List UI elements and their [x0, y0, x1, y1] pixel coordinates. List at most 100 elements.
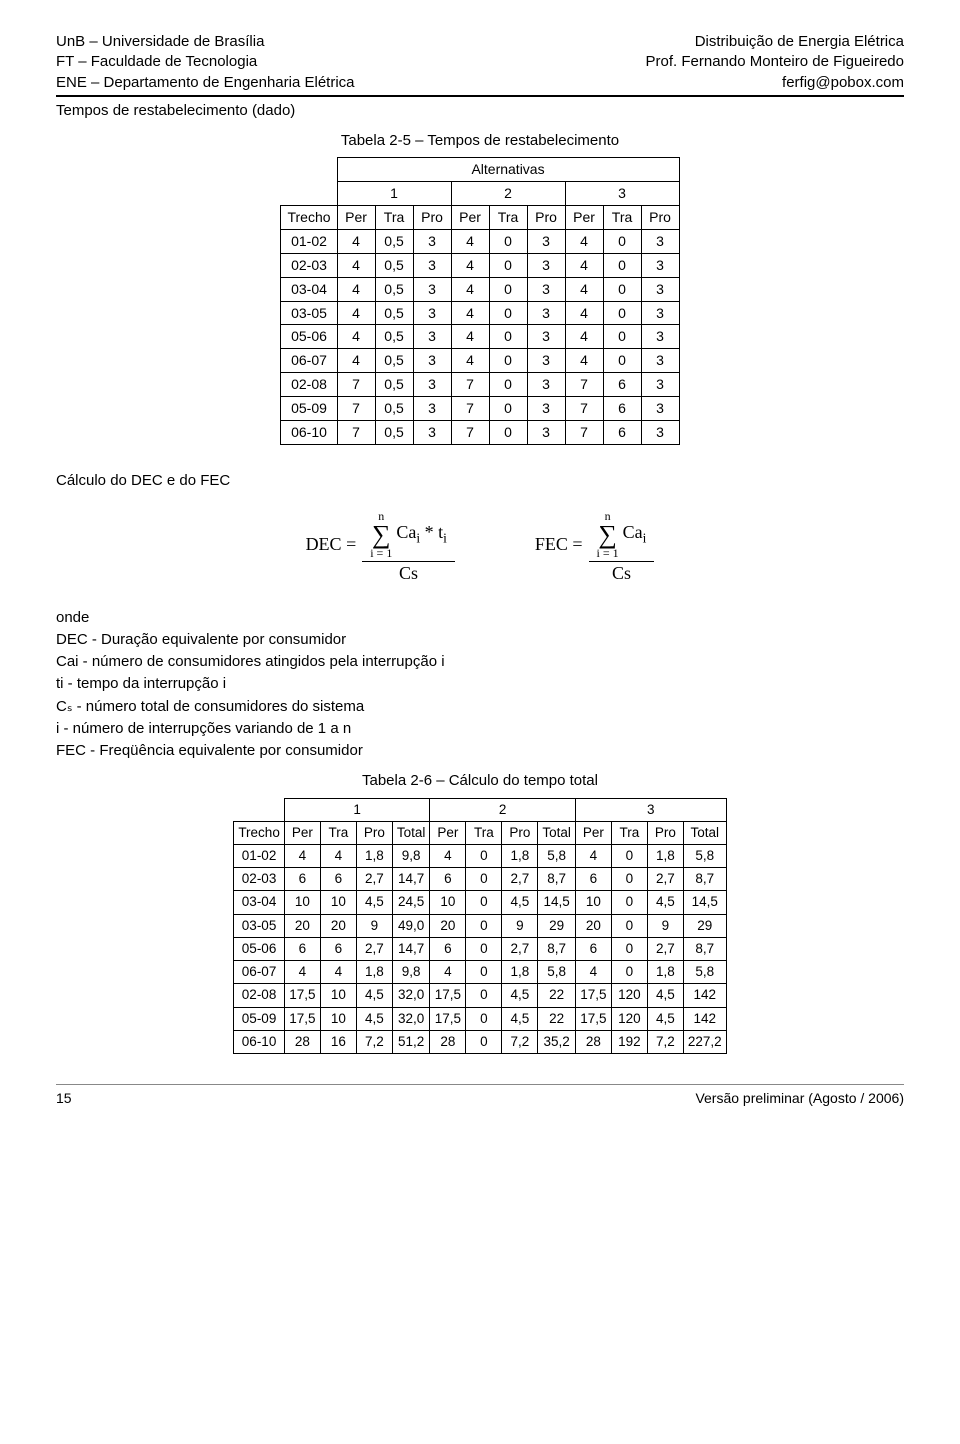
cell: 0,5	[375, 277, 413, 301]
cell: 29	[538, 914, 576, 937]
cell: 0,5	[375, 397, 413, 421]
cell: 02-08	[234, 984, 285, 1007]
cell: 2,7	[502, 868, 538, 891]
cell: 0	[603, 277, 641, 301]
cell: 4	[337, 277, 375, 301]
cell: 1,8	[502, 845, 538, 868]
cell: 29	[683, 914, 726, 937]
cell: 0	[489, 325, 527, 349]
table-row: 1 2 3	[281, 182, 679, 206]
page-footer: 15 Versão preliminar (Agosto / 2006)	[56, 1084, 904, 1108]
cell: 5,8	[683, 845, 726, 868]
cell: 4	[430, 961, 466, 984]
cell: 142	[683, 984, 726, 1007]
table-row: 05-0640,53403403	[281, 325, 679, 349]
col-header: Pro	[527, 206, 565, 230]
cell: 6	[284, 937, 320, 960]
header-left-line: UnB – Universidade de Brasília	[56, 32, 355, 52]
table-row: Alternativas	[281, 158, 679, 182]
cell: 28	[430, 1030, 466, 1053]
cell: 0	[489, 253, 527, 277]
cell: 0	[466, 961, 502, 984]
alt-label: 1	[284, 798, 430, 821]
cell: 0,5	[375, 229, 413, 253]
cell: 28	[284, 1030, 320, 1053]
cell: 0	[489, 277, 527, 301]
col-header: Per	[430, 821, 466, 844]
cell: 3	[641, 349, 679, 373]
cell: 0	[603, 229, 641, 253]
cell: 17,5	[430, 1007, 466, 1030]
cell: 6	[430, 937, 466, 960]
cell: 0	[611, 961, 647, 984]
cell: 4	[430, 845, 466, 868]
cell: 3	[413, 325, 451, 349]
cell: 3	[413, 397, 451, 421]
cell: 49,0	[392, 914, 430, 937]
col-header: Pro	[356, 821, 392, 844]
cell: 120	[611, 984, 647, 1007]
fec-label: FEC =	[535, 532, 583, 556]
cell: 02-08	[281, 373, 337, 397]
col-header: Tra	[603, 206, 641, 230]
cell: 03-04	[281, 277, 337, 301]
cell: 4	[337, 325, 375, 349]
cell: 7	[565, 421, 603, 445]
table1-caption: Tabela 2-5 – Tempos de restabelecimento	[56, 131, 904, 151]
cell: 6	[430, 868, 466, 891]
table-row: 06-0740,53403403	[281, 349, 679, 373]
cell: 3	[641, 373, 679, 397]
cell: 4	[320, 845, 356, 868]
page-header: UnB – Universidade de Brasília FT – Facu…	[56, 32, 904, 97]
cell: 28	[575, 1030, 611, 1053]
table2-caption: Tabela 2-6 – Cálculo do tempo total	[56, 771, 904, 791]
cell: 6	[320, 937, 356, 960]
cell: 3	[413, 277, 451, 301]
cell: 3	[527, 253, 565, 277]
cell: 14,7	[392, 937, 430, 960]
table-row: 03-0440,53403403	[281, 277, 679, 301]
col-header: Pro	[647, 821, 683, 844]
cell: 7	[565, 373, 603, 397]
cell: 9,8	[392, 961, 430, 984]
cell: 03-04	[234, 891, 285, 914]
cell: 2,7	[647, 868, 683, 891]
cell: 14,5	[538, 891, 576, 914]
cell: 0	[611, 845, 647, 868]
cell: 0	[466, 1030, 502, 1053]
cell: 0	[611, 891, 647, 914]
col-header: Pro	[502, 821, 538, 844]
cell: 06-07	[281, 349, 337, 373]
cell: 6	[603, 397, 641, 421]
header-left: UnB – Universidade de Brasília FT – Facu…	[56, 32, 355, 93]
table-row: 03-052020949,0200929200929	[234, 914, 726, 937]
cell: 03-05	[234, 914, 285, 937]
cell: 4	[320, 961, 356, 984]
cell: 3	[527, 277, 565, 301]
cell: 6	[575, 868, 611, 891]
cell: 3	[641, 421, 679, 445]
sigma-icon: ∑	[372, 522, 391, 548]
cell: 3	[641, 325, 679, 349]
cell: 4,5	[356, 1007, 392, 1030]
fraction: n ∑ i = 1 Cai * ti Cs	[362, 505, 455, 583]
table-row: 05-0917,5104,532,017,504,52217,51204,514…	[234, 1007, 726, 1030]
section-title: Tempos de restabelecimento (dado)	[56, 101, 904, 121]
cell: 3	[413, 373, 451, 397]
cell: 3	[527, 421, 565, 445]
cell: 7	[451, 373, 489, 397]
cell: 10	[575, 891, 611, 914]
formula-row: DEC = n ∑ i = 1 Cai * ti Cs FEC =	[56, 505, 904, 583]
cell: 6	[320, 868, 356, 891]
cell: 05-06	[281, 325, 337, 349]
header-right-line: Prof. Fernando Monteiro de Figueiredo	[646, 52, 904, 72]
cell: 10	[284, 891, 320, 914]
fraction: n ∑ i = 1 Cai Cs	[589, 505, 655, 583]
cell: 0	[603, 253, 641, 277]
cell: 2,7	[356, 868, 392, 891]
cell: 1,8	[647, 961, 683, 984]
cell: 9	[356, 914, 392, 937]
header-left-line: FT – Faculdade de Tecnologia	[56, 52, 355, 72]
cell: 6	[603, 421, 641, 445]
header-right-line: ferfig@pobox.com	[646, 73, 904, 93]
